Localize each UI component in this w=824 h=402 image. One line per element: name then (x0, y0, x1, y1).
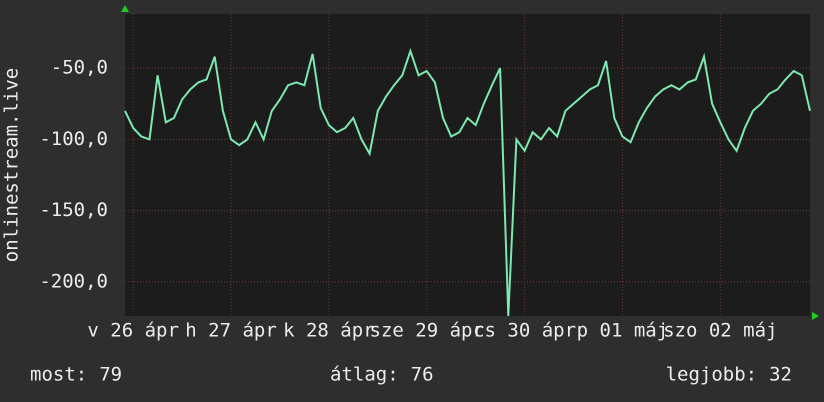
x-tick-label: cs 30 ápr (473, 320, 576, 342)
footer-value: 79 (99, 364, 122, 386)
axis-arrow (121, 5, 129, 12)
x-tick-label: k 28 ápr (283, 320, 375, 342)
x-tick-label: h 27 ápr (185, 320, 277, 342)
plot-area (125, 14, 810, 316)
y-tick-label: -150,0 (39, 199, 108, 221)
x-tick-label: v 26 ápr (87, 320, 179, 342)
data-line (124, 47, 811, 317)
x-tick-label: p 01 máj (577, 320, 669, 342)
footer-value: 76 (411, 364, 434, 386)
x-tick-label: szo 02 máj (663, 320, 777, 342)
x-tick-label: sze 29 ápr (370, 320, 484, 342)
y-tick-label: -200,0 (39, 270, 108, 292)
marks (124, 47, 811, 317)
y-tick-label: -100,0 (39, 128, 108, 150)
grid (125, 14, 810, 316)
footer-label: most: (30, 364, 87, 386)
footer-label: legjobb: (666, 364, 758, 386)
footer-value: 32 (769, 364, 792, 386)
footer-label: átlag: (330, 364, 399, 386)
y-axis-label: onlinestream.live (1, 68, 23, 262)
y-tick-label: -50,0 (51, 57, 108, 79)
labels: -50,0 -100,0 -150,0 -200,0 v 26 ápr h 27 ápr k… (30, 57, 792, 386)
axis-arrow (812, 312, 819, 320)
